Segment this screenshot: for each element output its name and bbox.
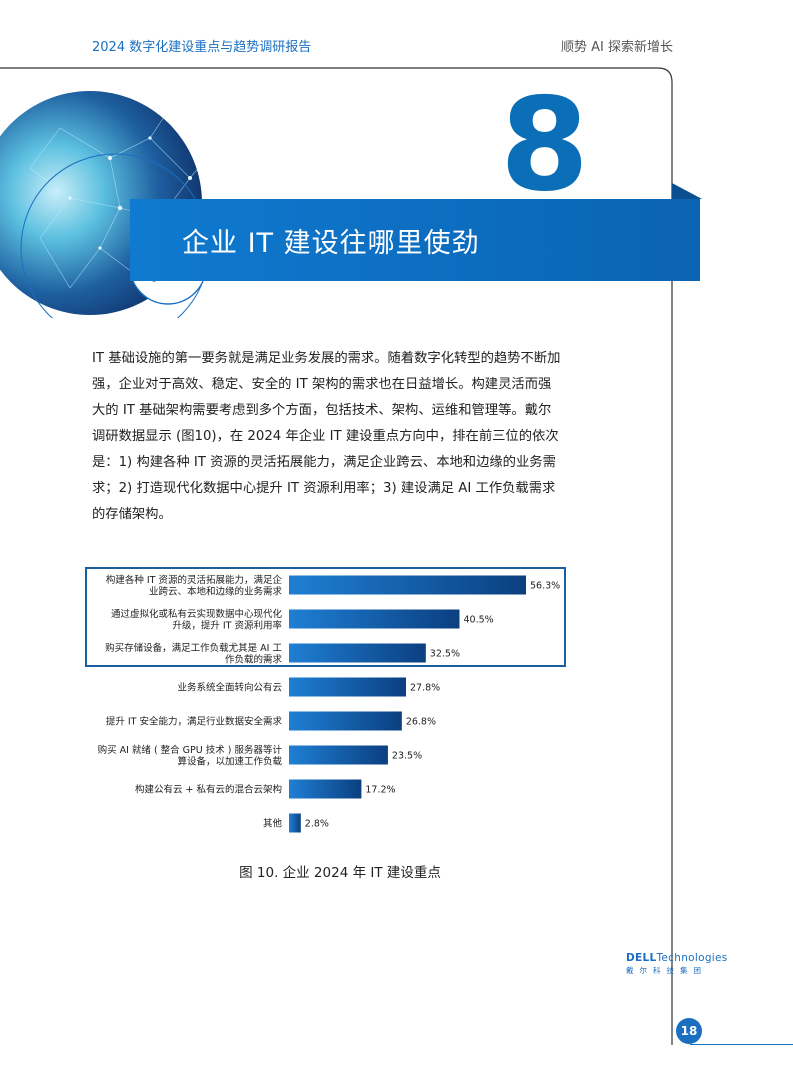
banner-fold xyxy=(672,183,702,199)
bar-0 xyxy=(289,575,526,595)
value-label-6: 17.2% xyxy=(365,785,395,796)
category-label-1-0: 通过虚拟化或私有云实现数据中心现代化 xyxy=(111,608,283,620)
category-label-6-0: 构建公有云 + 私有云的混合云架构 xyxy=(135,784,282,796)
category-label-4-0: 提升 IT 安全能力，满足行业数据安全需求 xyxy=(106,716,283,728)
value-label-2: 32.5% xyxy=(430,649,460,660)
value-label-4: 26.8% xyxy=(406,717,436,728)
category-label-2-0: 购买存储设备，满足工作负载尤其是 AI 工 xyxy=(105,642,282,654)
bar-2 xyxy=(289,643,426,663)
section-title: 企业 IT 建设往哪里使劲 xyxy=(182,228,480,259)
report-slogan: 顺势 AI 探索新增长 xyxy=(561,40,673,55)
dell-technologies-logo: DELLTechnologies 戴尔科技集团 xyxy=(626,952,728,976)
page-frame xyxy=(0,67,673,1045)
category-label-7-0: 其他 xyxy=(263,818,283,830)
top-three-highlight xyxy=(85,567,566,667)
category-label-3-0: 业务系统全面转向公有云 xyxy=(177,682,282,694)
logo-dell: DELL xyxy=(626,952,657,964)
category-label-1-1: 升级，提升 IT 资源利用率 xyxy=(172,619,282,631)
category-label-5-0: 购买 AI 就绪 ( 整合 GPU 技术 ) 服务器等计 xyxy=(98,744,283,756)
it-priorities-bar-chart: 56.3% 构建各种 IT 资源的灵活拓展能力，满足企业跨云、本地和边缘的业务需求… xyxy=(98,574,560,833)
category-label-2-1: 作负载的需求 xyxy=(225,653,283,665)
logo-technologies: Technologies xyxy=(656,952,728,964)
value-label-3: 27.8% xyxy=(410,683,440,694)
value-label-0: 56.3% xyxy=(530,581,560,592)
category-label-0-0: 构建各种 IT 资源的灵活拓展能力，满足企 xyxy=(106,574,283,586)
category-label-0-1: 业跨云、本地和边缘的业务需求 xyxy=(149,585,283,597)
bar-6 xyxy=(289,779,362,799)
value-label-1: 40.5% xyxy=(463,615,493,626)
category-label-5-1: 算设备，以加速工作负载 xyxy=(177,755,282,767)
bar-7 xyxy=(289,813,301,833)
intro-paragraph: IT 基础设施的第一要务就是满足业务发展的需求。随着数字化转型的趋势不断加强，企… xyxy=(92,351,561,522)
report-title: 2024 数字化建设重点与趋势调研报告 xyxy=(92,40,312,55)
value-label-7: 2.8% xyxy=(305,819,329,830)
bar-4 xyxy=(289,711,402,731)
bar-3 xyxy=(289,677,407,697)
figure-caption: 图 10. 企业 2024 年 IT 建设重点 xyxy=(239,865,441,881)
page-number: 18 xyxy=(676,1018,702,1044)
value-label-5: 23.5% xyxy=(392,751,422,762)
title-banner xyxy=(130,199,700,281)
section-number: 8 xyxy=(500,71,590,220)
footer-rule xyxy=(690,1044,793,1045)
bar-5 xyxy=(289,745,388,765)
bar-1 xyxy=(289,609,460,629)
logo-chinese-name: 戴尔科技集团 xyxy=(626,966,707,975)
